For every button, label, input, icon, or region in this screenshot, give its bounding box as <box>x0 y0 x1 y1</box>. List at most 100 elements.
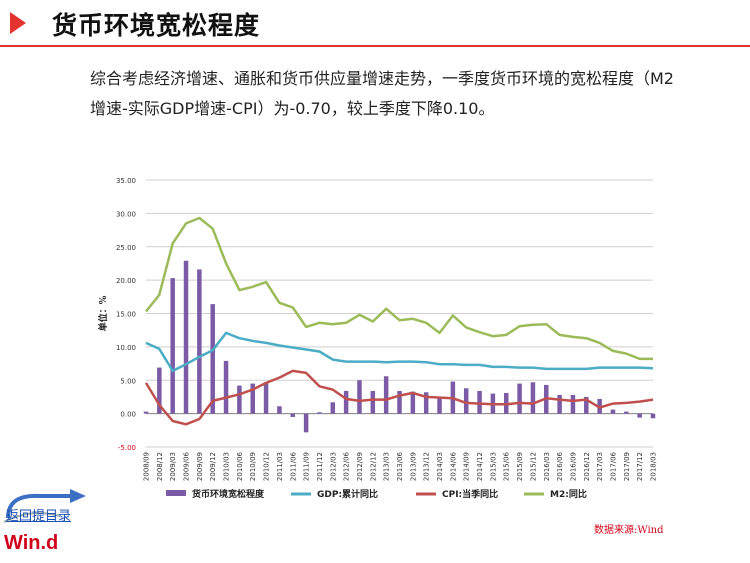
page-title: 货币环境宽松程度 <box>52 11 261 40</box>
x-tick-label: 2011/03 <box>276 452 284 481</box>
bar <box>517 383 522 414</box>
x-tick-label: 2011/09 <box>303 452 311 481</box>
x-tick-label: 2013/12 <box>423 452 431 481</box>
x-tick-label: 2015/09 <box>516 452 524 481</box>
y-tick-label: 25.00 <box>116 244 136 252</box>
x-tick-label: 2012/03 <box>329 452 337 481</box>
x-tick-label: 2009/03 <box>169 452 177 481</box>
legend-label: GDP:累计同比 <box>317 488 378 500</box>
description-text: 综合考虑经济增速、通胀和货币供应量增速走势，一季度货币环境的宽松程度（M2增速-… <box>90 69 674 118</box>
y-tick-label: 10.00 <box>116 344 136 352</box>
title-divider <box>0 45 750 47</box>
y-axis-label: 单位：% <box>97 295 109 331</box>
x-tick-label: 2016/06 <box>556 451 564 481</box>
x-tick-label: 2010/06 <box>236 451 244 481</box>
bar <box>357 380 362 414</box>
x-tick-label: 2008/09 <box>143 452 151 481</box>
x-tick-label: 2014/12 <box>476 452 484 481</box>
y-tick-label: 35.00 <box>116 177 136 185</box>
x-tick-label: 2012/06 <box>343 451 351 481</box>
bar <box>650 413 656 419</box>
x-tick-label: 2013/06 <box>396 451 404 481</box>
bar <box>610 409 616 414</box>
bar <box>210 304 215 414</box>
x-tick-label: 2010/12 <box>263 452 271 481</box>
bar <box>570 394 576 414</box>
x-tick-label: 2015/12 <box>529 452 537 481</box>
back-to-contents-link[interactable]: 返回提目录 <box>6 509 72 524</box>
y-tick-label: 5.00 <box>120 377 136 385</box>
bar <box>637 413 642 418</box>
x-tick-label: 2016/03 <box>543 452 551 481</box>
bar <box>237 385 242 414</box>
x-tick-label: 2017/06 <box>609 451 617 481</box>
x-tick-label: 2011/12 <box>316 452 324 481</box>
bar <box>437 396 442 414</box>
x-tick-label: 2012/09 <box>356 452 364 481</box>
legend-label: 货币环境宽松程度 <box>192 488 265 500</box>
x-tick-label: 2009/06 <box>183 451 191 481</box>
bar <box>143 411 149 414</box>
y-tick-label: 15.00 <box>116 311 136 319</box>
x-tick-label: 2015/03 <box>489 452 497 481</box>
x-tick-label: 2015/06 <box>503 451 511 481</box>
series-line <box>144 369 654 426</box>
wind-logo: Win.d <box>4 532 59 554</box>
y-tick-label: 20.00 <box>116 277 136 285</box>
bar <box>477 390 482 414</box>
bar <box>330 402 336 414</box>
bar <box>624 411 629 414</box>
bar <box>370 390 376 414</box>
x-tick-label: 2014/06 <box>449 451 457 481</box>
x-tick-label: 2013/09 <box>409 452 417 481</box>
legend-swatch <box>166 490 186 496</box>
x-tick-label: 2012/12 <box>369 452 377 481</box>
bar <box>290 413 296 417</box>
bar <box>303 413 309 433</box>
x-tick-label: 2017/12 <box>636 452 644 481</box>
x-tick-label: 2016/09 <box>569 452 577 481</box>
bar <box>463 388 469 414</box>
x-tick-label: 2010/03 <box>223 452 231 481</box>
bar <box>250 383 255 414</box>
series-line <box>145 331 654 373</box>
bar <box>383 376 389 414</box>
y-tick-label: -5.00 <box>118 444 136 452</box>
bar <box>343 390 349 414</box>
bar <box>183 260 189 414</box>
x-tick-label: 2009/12 <box>209 452 217 481</box>
x-tick-label: 2017/09 <box>623 452 631 481</box>
x-tick-label: 2009/09 <box>196 452 204 481</box>
bar <box>423 392 429 414</box>
bar <box>397 390 402 414</box>
bar <box>223 360 229 414</box>
x-tick-label: 2013/03 <box>383 452 391 481</box>
y-tick-label: 30.00 <box>116 210 136 218</box>
x-tick-label: 2014/09 <box>463 452 471 481</box>
legend-label: M2:同比 <box>550 488 587 500</box>
data-source-note: 数据来源:Wind <box>594 525 664 536</box>
bar <box>557 394 562 414</box>
x-tick-label: 2008/12 <box>156 452 164 481</box>
bar <box>410 391 416 414</box>
bar <box>263 382 269 414</box>
title-arrow-icon <box>10 12 26 34</box>
bar <box>317 412 322 414</box>
series-line <box>145 216 653 361</box>
x-tick-label: 2016/12 <box>583 452 591 481</box>
return-arrow-icon <box>3 489 86 523</box>
x-tick-label: 2010/09 <box>249 452 257 481</box>
bar <box>277 406 282 414</box>
bar <box>584 396 589 414</box>
bar <box>157 367 162 414</box>
bar <box>530 382 536 414</box>
x-tick-label: 2017/03 <box>596 452 604 481</box>
legend-label: CPI:当季同比 <box>442 488 498 500</box>
x-tick-label: 2011/06 <box>289 451 297 481</box>
bar <box>197 269 202 414</box>
y-tick-label: 0.00 <box>120 411 136 419</box>
x-tick-label: 2018/03 <box>650 452 658 481</box>
x-tick-label: 2014/03 <box>436 452 444 481</box>
bar <box>170 278 175 414</box>
